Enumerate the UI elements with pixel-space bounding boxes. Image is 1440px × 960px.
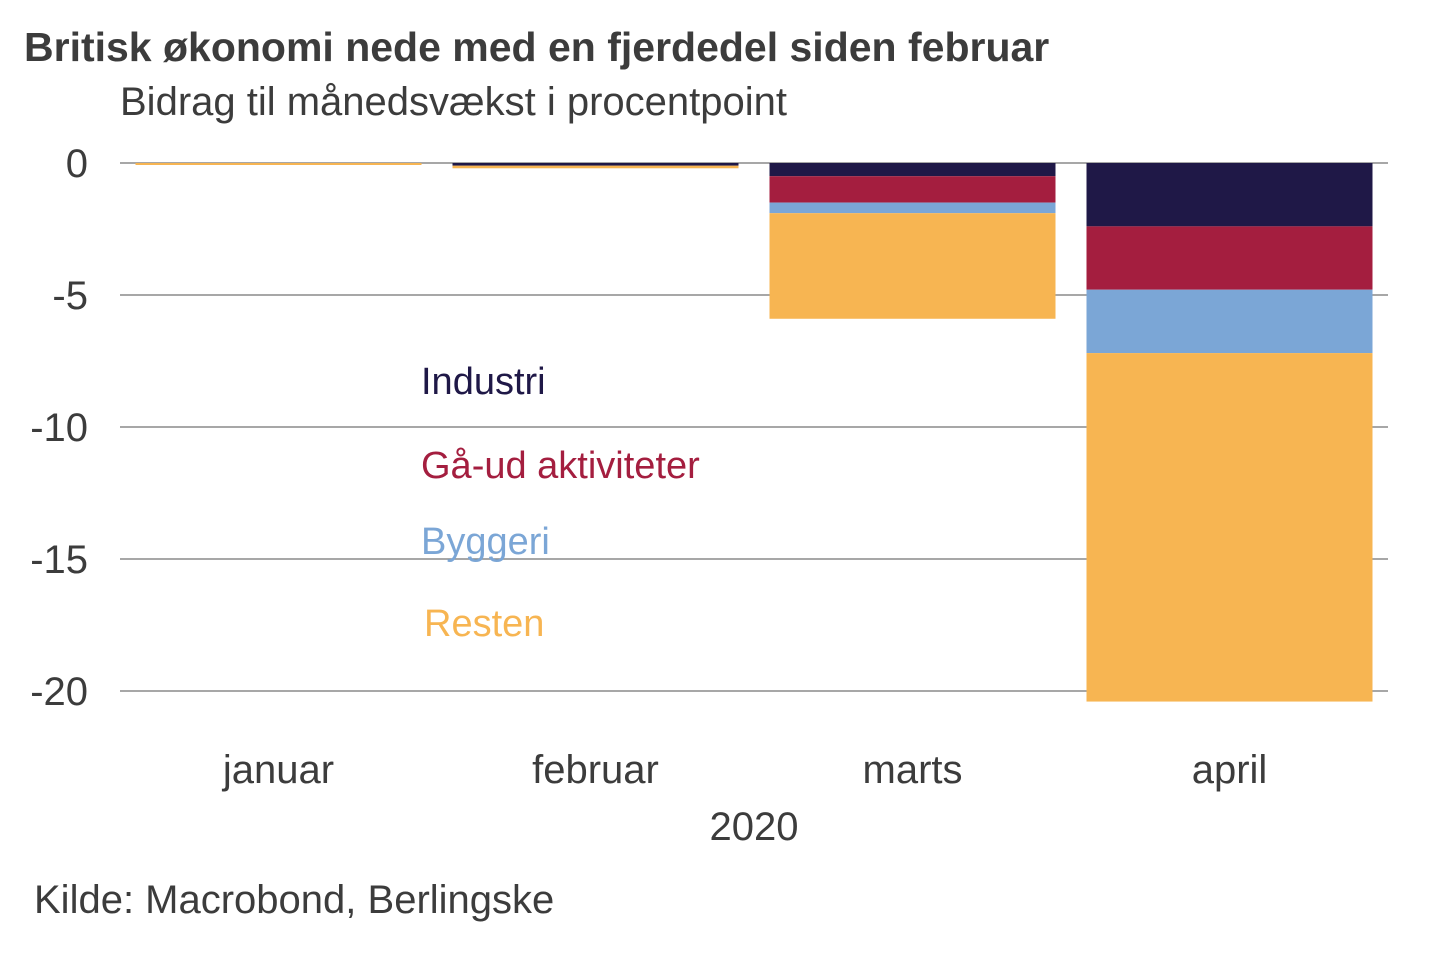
chart-subtitle: Bidrag til månedsvækst i procentpoint bbox=[120, 80, 787, 124]
bar-segment bbox=[1086, 289, 1373, 354]
bar-segment bbox=[1086, 163, 1373, 227]
legend-entry: Byggeri bbox=[421, 521, 550, 563]
y-tick-label: -10 bbox=[30, 406, 88, 450]
legend-entry: Resten bbox=[424, 603, 544, 645]
bar-segment bbox=[1086, 353, 1373, 702]
x-tick-label: januar bbox=[222, 748, 334, 792]
x-tick-label: februar bbox=[532, 748, 659, 792]
legend-entry: Gå-ud aktiviteter bbox=[421, 445, 700, 487]
chart-title: Britisk økonomi nede med en fjerdedel si… bbox=[24, 24, 1050, 70]
legend-entry: Industri bbox=[421, 361, 546, 403]
source-note: Kilde: Macrobond, Berlingske bbox=[34, 878, 555, 922]
legend: Industri Gå-ud aktiviteter Byggeri Resten bbox=[421, 361, 700, 645]
bar-segment bbox=[769, 202, 1056, 214]
y-tick-label: 0 bbox=[66, 142, 88, 186]
bars bbox=[135, 163, 1373, 702]
axes: 0 -5 -10 -15 -20 januar februar marts april 2020 bbox=[30, 142, 1267, 849]
bar-segment bbox=[769, 213, 1056, 319]
bar-segment bbox=[769, 176, 1056, 203]
y-tick-label: -20 bbox=[30, 670, 88, 714]
x-axis-year-label: 2020 bbox=[710, 805, 799, 849]
x-tick-label: april bbox=[1192, 748, 1268, 792]
y-tick-label: -5 bbox=[52, 274, 88, 318]
bar-segment bbox=[1086, 226, 1373, 290]
y-tick-label: -15 bbox=[30, 538, 88, 582]
bar-segment bbox=[452, 163, 739, 166]
bar-segment bbox=[452, 165, 739, 169]
bar-segment bbox=[769, 163, 1056, 177]
x-tick-label: marts bbox=[863, 748, 963, 792]
bar-segment bbox=[135, 163, 422, 165]
